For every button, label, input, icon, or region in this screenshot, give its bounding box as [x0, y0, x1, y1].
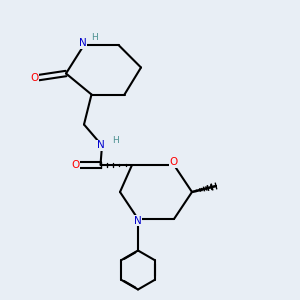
Text: H: H: [91, 33, 98, 42]
Text: N: N: [97, 140, 104, 151]
Text: O: O: [71, 160, 79, 170]
Text: N: N: [79, 38, 86, 49]
Text: O: O: [30, 73, 39, 83]
Text: N: N: [134, 215, 142, 226]
Text: O: O: [170, 157, 178, 167]
Text: H: H: [112, 136, 119, 145]
